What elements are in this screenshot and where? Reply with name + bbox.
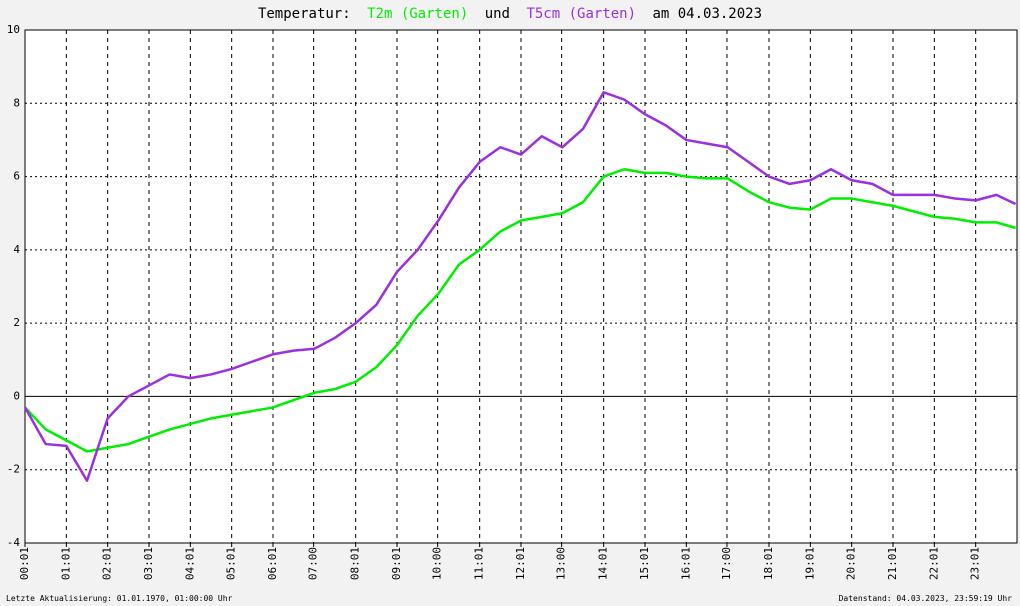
x-tick-label: 01:01 — [59, 547, 72, 580]
series-line — [24, 167, 1016, 453]
y-tick-label: 2 — [13, 316, 20, 329]
x-tick-label: 02:01 — [101, 547, 114, 580]
x-tick-label: 16:01 — [679, 547, 692, 580]
x-tick-label: 20:01 — [845, 547, 858, 580]
x-tick-label: 17:00 — [720, 547, 733, 580]
x-tick-label: 03:01 — [142, 547, 155, 580]
x-tick-label: 12:01 — [514, 547, 527, 580]
y-tick-label: 8 — [13, 96, 20, 109]
x-tick-label: 10:00 — [431, 547, 444, 580]
x-tick-label: 19:01 — [803, 547, 816, 580]
x-tick-label: 11:01 — [473, 547, 486, 580]
title-part: am 04.03.2023 — [652, 6, 762, 22]
y-tick-label: 10 — [7, 23, 20, 36]
x-tick-label: 08:01 — [349, 547, 362, 580]
series-line — [23, 91, 1017, 482]
x-tick-label: 15:01 — [638, 547, 651, 580]
x-tick-label: 07:00 — [307, 547, 320, 580]
x-tick-label: 14:01 — [597, 547, 610, 580]
x-tick-label: 13:00 — [555, 547, 568, 580]
plot-border — [24, 29, 1018, 544]
x-tick-label: 18:01 — [762, 547, 775, 580]
x-tick-label: 21:01 — [886, 547, 899, 580]
title-part: Temperatur: — [258, 6, 351, 22]
title-part: und — [485, 6, 510, 22]
x-tick-label: 23:01 — [969, 547, 982, 580]
y-tick-label: 4 — [13, 243, 20, 256]
x-tick-label: 04:01 — [183, 547, 196, 580]
x-tick-label: 06:01 — [266, 547, 279, 580]
y-tick-label: 6 — [13, 170, 20, 183]
footer-left: Letzte Aktualisierung: 01.01.1970, 01:00… — [6, 594, 233, 603]
y-tick-label: -4 — [7, 536, 21, 549]
x-tick-label: 05:01 — [225, 547, 238, 580]
footer-right: Datenstand: 04.03.2023, 23:59:19 Uhr — [839, 594, 1013, 603]
title-series: T5cm (Garten) — [526, 6, 636, 22]
x-tick-label: 09:01 — [390, 547, 403, 580]
y-tick-label: -2 — [7, 463, 20, 476]
x-tick-label: 22:01 — [927, 547, 940, 580]
chart-title: Temperatur: T2m (Garten) und T5cm (Garte… — [258, 6, 762, 22]
y-tick-label: 0 — [13, 389, 20, 402]
title-series: T2m (Garten) — [367, 6, 468, 22]
x-tick-label: 00:01 — [18, 547, 31, 580]
